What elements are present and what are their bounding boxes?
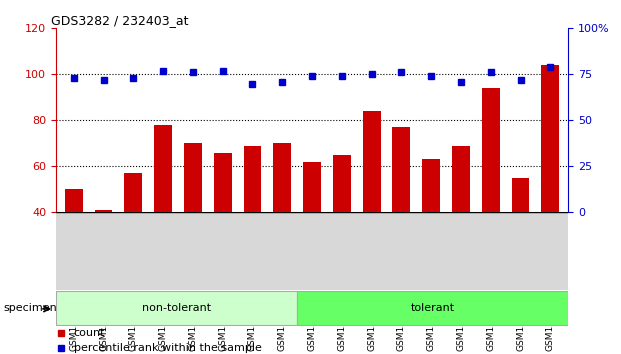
- Bar: [65, 189, 83, 304]
- Bar: [422, 159, 440, 304]
- Text: specimen: specimen: [3, 303, 57, 313]
- Bar: [392, 127, 410, 304]
- Bar: [243, 146, 261, 304]
- Bar: [273, 143, 291, 304]
- Bar: [214, 153, 232, 304]
- Bar: [512, 178, 530, 304]
- Bar: [56, 291, 297, 325]
- Bar: [363, 111, 381, 304]
- Text: count: count: [74, 328, 106, 338]
- Text: non-tolerant: non-tolerant: [142, 303, 211, 313]
- Bar: [452, 146, 470, 304]
- Text: tolerant: tolerant: [410, 303, 455, 313]
- Bar: [94, 210, 112, 304]
- Bar: [303, 162, 321, 304]
- Bar: [124, 173, 142, 304]
- Bar: [482, 88, 500, 304]
- Bar: [542, 65, 560, 304]
- Bar: [184, 143, 202, 304]
- Bar: [333, 155, 351, 304]
- Text: GDS3282 / 232403_at: GDS3282 / 232403_at: [51, 14, 188, 27]
- Bar: [297, 291, 568, 325]
- Text: percentile rank within the sample: percentile rank within the sample: [74, 343, 261, 353]
- Bar: [154, 125, 172, 304]
